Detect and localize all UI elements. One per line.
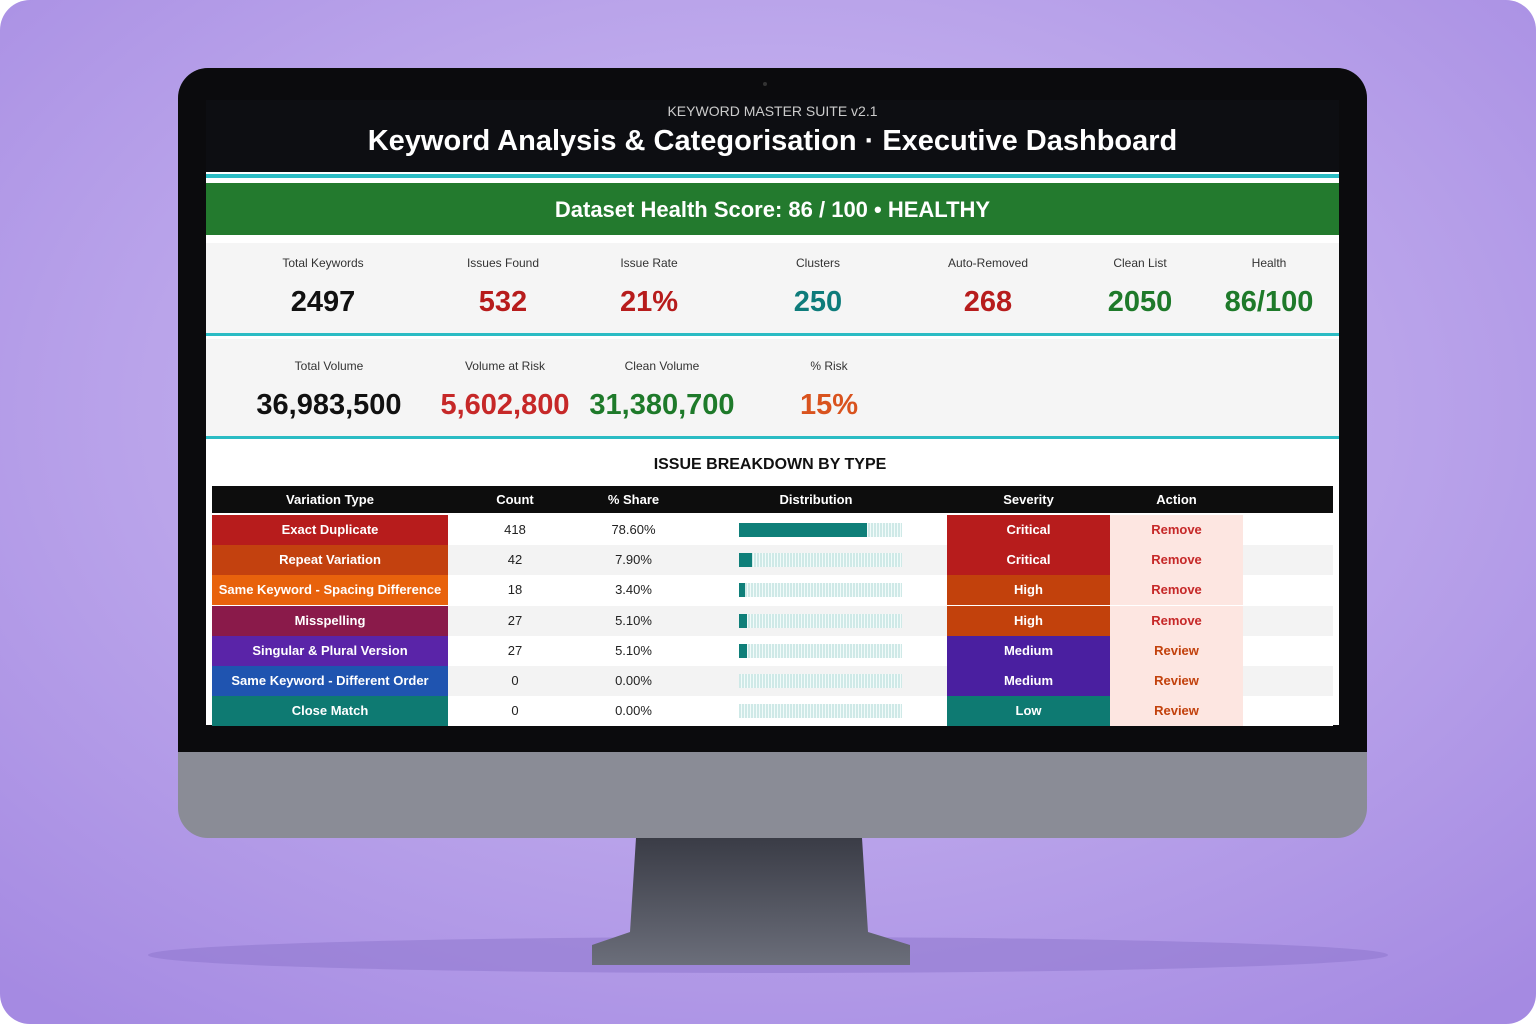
- bar-track: [739, 613, 902, 628]
- kpi-label: Volume at Risk: [464, 359, 546, 373]
- count: 0: [511, 673, 519, 688]
- action: Remove: [1110, 515, 1243, 545]
- kpi-value: 2497: [290, 286, 356, 318]
- kpi-label: Clean List: [1113, 256, 1167, 270]
- banner-bg: [206, 183, 1339, 235]
- camera: [763, 82, 767, 86]
- kpi-value: 15%: [799, 389, 859, 421]
- kpi-value: 5,602,800: [440, 389, 570, 421]
- share: 7.90%: [615, 552, 652, 568]
- share: 5.10%: [615, 612, 652, 628]
- severity: Medium: [947, 635, 1110, 666]
- bar: [739, 613, 748, 628]
- count: 0: [511, 703, 519, 719]
- bar: [739, 523, 868, 537]
- kpi-label: Clusters: [795, 256, 840, 270]
- count: 418: [504, 522, 526, 537]
- column-header: Severity: [1003, 492, 1054, 507]
- health-banner: Dataset Health Score: 86 / 100 • HEALTHY: [554, 197, 991, 222]
- action: Review: [1110, 635, 1243, 666]
- severity: Low: [947, 696, 1110, 727]
- variation-type: Exact Duplicate: [212, 515, 448, 545]
- header-bg: [206, 100, 1339, 172]
- variation-type: Same Keyword - Different Order: [212, 666, 448, 696]
- severity: Critical: [947, 515, 1110, 545]
- suite-name: KEYWORD MASTER SUITE v2.1: [667, 103, 878, 119]
- kpi-label: % Risk: [810, 359, 848, 373]
- column-header: Distribution: [779, 492, 853, 507]
- bar-track: [739, 553, 902, 568]
- kpi-value: 36,983,500: [256, 389, 402, 421]
- variation-type: Repeat Variation: [212, 545, 448, 576]
- title: Keyword Analysis & Categorisation · Exec…: [367, 125, 1178, 157]
- bar-track: [739, 704, 902, 719]
- kpi-value: 532: [478, 286, 528, 318]
- action: Remove: [1110, 605, 1243, 636]
- table-title: ISSUE BREAKDOWN BY TYPE: [653, 456, 887, 473]
- variation-type: Close Match: [212, 696, 448, 727]
- action: Review: [1110, 696, 1243, 727]
- count: 42: [507, 552, 523, 568]
- kpi-value: 268: [963, 286, 1013, 318]
- severity: Critical: [947, 545, 1110, 576]
- bar: [739, 553, 752, 568]
- row-bg: [1243, 696, 1333, 727]
- bar-track: [739, 674, 902, 688]
- divider: [206, 333, 1339, 336]
- table-header-bg: [212, 486, 1333, 513]
- kpi-value: 31,380,700: [589, 389, 735, 421]
- kpi-value: 86/100: [1224, 286, 1314, 318]
- divider: [206, 436, 1339, 439]
- severity: Medium: [947, 666, 1110, 696]
- row-bg: [1243, 635, 1333, 666]
- column-header: Count: [496, 492, 534, 507]
- count: 27: [507, 612, 523, 628]
- column-header: % Share: [607, 492, 660, 507]
- action: Remove: [1110, 575, 1243, 606]
- kpi-value: 2050: [1107, 286, 1173, 318]
- kpi-value: 21%: [619, 286, 679, 318]
- kpi-label: Issue Rate: [620, 256, 678, 270]
- share: 0.00%: [615, 673, 652, 688]
- variation-type: Same Keyword - Spacing Difference: [212, 575, 448, 606]
- kpi-bg: [206, 339, 1339, 436]
- variation-type: Singular & Plural Version: [212, 635, 448, 666]
- kpi-label: Issues Found: [466, 256, 540, 270]
- bar-track: [739, 643, 902, 658]
- row-bg: [1243, 605, 1333, 636]
- bar: [739, 643, 748, 658]
- bar-track: [739, 583, 902, 598]
- share: 5.10%: [615, 642, 652, 658]
- row-bg: [1243, 666, 1333, 696]
- kpi-bg: [206, 243, 1339, 333]
- kpi-label: Health: [1251, 256, 1287, 270]
- row-bg: [1243, 515, 1333, 545]
- kpi-value: 250: [793, 286, 843, 318]
- action: Review: [1110, 666, 1243, 696]
- severity: High: [947, 575, 1110, 606]
- kpi-label: Total Volume: [294, 359, 364, 373]
- share: 78.60%: [611, 522, 656, 537]
- severity: High: [947, 605, 1110, 636]
- share: 0.00%: [615, 703, 652, 719]
- variation-type: Misspelling: [212, 605, 448, 636]
- bar: [739, 583, 745, 598]
- share: 3.40%: [615, 582, 652, 598]
- kpi-label: Total Keywords: [282, 256, 364, 270]
- row-bg: [1243, 545, 1333, 576]
- kpi-label: Clean Volume: [624, 359, 700, 373]
- column-header: Variation Type: [286, 492, 374, 507]
- count: 18: [507, 582, 523, 598]
- row-bg: [1243, 575, 1333, 606]
- kpi-label: Auto-Removed: [947, 256, 1029, 270]
- stand: [592, 838, 910, 965]
- divider: [206, 174, 1339, 178]
- action: Remove: [1110, 545, 1243, 576]
- count: 27: [507, 642, 523, 658]
- column-header: Action: [1156, 492, 1197, 507]
